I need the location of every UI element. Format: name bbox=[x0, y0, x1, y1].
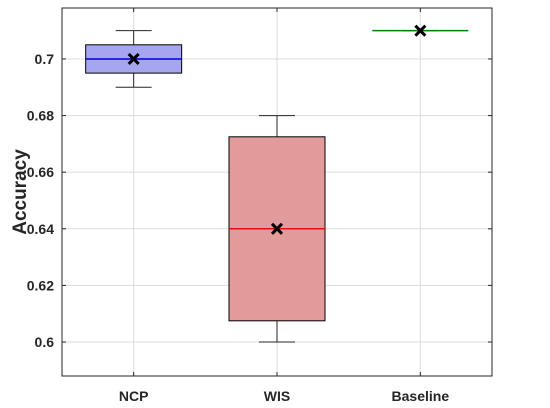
y-tick-label: 0.68 bbox=[27, 108, 54, 124]
mean-marker bbox=[270, 222, 284, 235]
y-tick-label: 0.66 bbox=[27, 164, 54, 180]
x-tick-label: NCP bbox=[119, 388, 149, 404]
x-tick-label: Baseline bbox=[392, 388, 450, 404]
mean-marker bbox=[127, 52, 140, 66]
box-wis bbox=[228, 115, 326, 343]
y-axis-label: Accuracy bbox=[10, 149, 31, 235]
mean-marker bbox=[414, 24, 427, 37]
box-ncp bbox=[85, 30, 183, 88]
box-baseline bbox=[372, 24, 469, 37]
x-axis-ticks: NCP WIS Baseline bbox=[119, 8, 449, 404]
y-tick-label: 0.62 bbox=[27, 277, 54, 293]
mean-marker-stroke bbox=[127, 52, 140, 66]
x-tick-label: WIS bbox=[264, 388, 290, 404]
boxes-group bbox=[85, 24, 469, 343]
mean-marker-stroke bbox=[414, 24, 427, 37]
y-tick-label: 0.7 bbox=[35, 51, 55, 67]
y-tick-label: 0.64 bbox=[27, 221, 54, 237]
y-tick-label: 0.6 bbox=[35, 334, 55, 350]
y-axis-ticks: 0.6 0.62 0.64 0.66 0.68 0.7 bbox=[27, 51, 492, 350]
mean-marker-stroke bbox=[270, 222, 284, 235]
